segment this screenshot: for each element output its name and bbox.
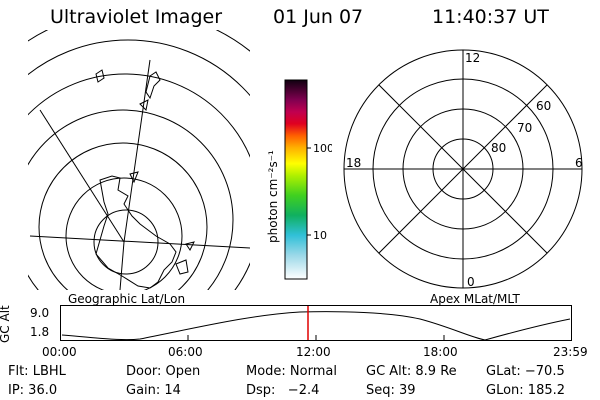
lat-circle bbox=[38, 142, 208, 290]
meridian-line bbox=[119, 241, 125, 290]
island-outline bbox=[129, 171, 139, 184]
coast-outline bbox=[95, 69, 105, 83]
island-outline bbox=[185, 241, 195, 251]
info-seq: Seq: 39 bbox=[366, 383, 416, 398]
polar-grid: 12 18 6 0 60 70 80 bbox=[343, 49, 583, 289]
lat-circle bbox=[28, 39, 250, 97]
colorbar-tick-100: 100 bbox=[313, 142, 332, 155]
mlt-line bbox=[378, 84, 548, 254]
meridian-line bbox=[123, 59, 151, 243]
alt-plot-frame bbox=[60, 305, 572, 341]
colorbar-unit-label: photon cm⁻²s⁻¹ bbox=[266, 150, 280, 243]
apex-label: Apex MLat/MLT bbox=[430, 292, 520, 306]
date-label: 01 Jun 07 bbox=[273, 6, 364, 28]
mlt-label-0: 0 bbox=[467, 275, 475, 289]
alt-curve bbox=[61, 311, 571, 341]
info-gain: Gain: 14 bbox=[126, 383, 181, 398]
info-glat: GLat: −70.5 bbox=[486, 364, 565, 379]
mlt-label-18: 18 bbox=[346, 156, 361, 170]
app-title: Ultraviolet Imager bbox=[50, 6, 223, 28]
info-door: Door: Open bbox=[126, 364, 201, 379]
alt-xtick-2359: 23:59 bbox=[553, 345, 588, 359]
alt-xtick-1200: 12:00 bbox=[296, 345, 331, 359]
alt-xtick-0600: 06:00 bbox=[168, 345, 203, 359]
info-gc-alt: GC Alt: 8.9 Re bbox=[366, 364, 457, 379]
info-mode: Mode: Normal bbox=[246, 364, 337, 379]
colorbar-tick-10: 10 bbox=[313, 229, 327, 242]
mlat-label-80: 80 bbox=[491, 141, 506, 155]
island-outline bbox=[175, 259, 189, 275]
mlt-label-12: 12 bbox=[465, 51, 480, 65]
geographic-label: Geographic Lat/Lon bbox=[68, 292, 186, 306]
info-dsp: Dsp: −2.4 bbox=[246, 383, 320, 398]
geographic-map bbox=[28, 30, 250, 290]
colorbar-gradient bbox=[284, 79, 308, 280]
alt-xtick-1800: 18:00 bbox=[423, 345, 458, 359]
altitude-plot bbox=[60, 305, 572, 341]
meridian-line bbox=[39, 109, 125, 243]
lat-circle bbox=[65, 177, 183, 290]
alt-ytick-1-8: 1.8 bbox=[30, 325, 50, 339]
info-glon: GLon: 185.2 bbox=[486, 383, 566, 398]
lat-circle bbox=[93, 209, 159, 275]
alt-ytick-9: 9.0 bbox=[30, 306, 50, 320]
mlat-label-70: 70 bbox=[517, 121, 532, 135]
info-ip: IP: 36.0 bbox=[8, 383, 58, 398]
meridian-line bbox=[29, 235, 250, 249]
colorbar: 100 10 photon cm⁻²s⁻¹ bbox=[266, 79, 332, 280]
mlat-label-60: 60 bbox=[536, 99, 551, 113]
island-outline bbox=[145, 71, 161, 100]
lat-circle bbox=[28, 73, 250, 290]
alt-xtick-0000: 00:00 bbox=[42, 345, 77, 359]
mlt-label-6: 6 bbox=[575, 156, 583, 170]
continent-outline bbox=[95, 175, 177, 289]
alt-ylabel: GC Alt bbox=[0, 305, 12, 343]
island-outline bbox=[139, 99, 149, 112]
lat-circle bbox=[28, 109, 234, 290]
info-filter: Flt: LBHL bbox=[8, 364, 66, 379]
time-label: 11:40:37 UT bbox=[432, 6, 549, 28]
